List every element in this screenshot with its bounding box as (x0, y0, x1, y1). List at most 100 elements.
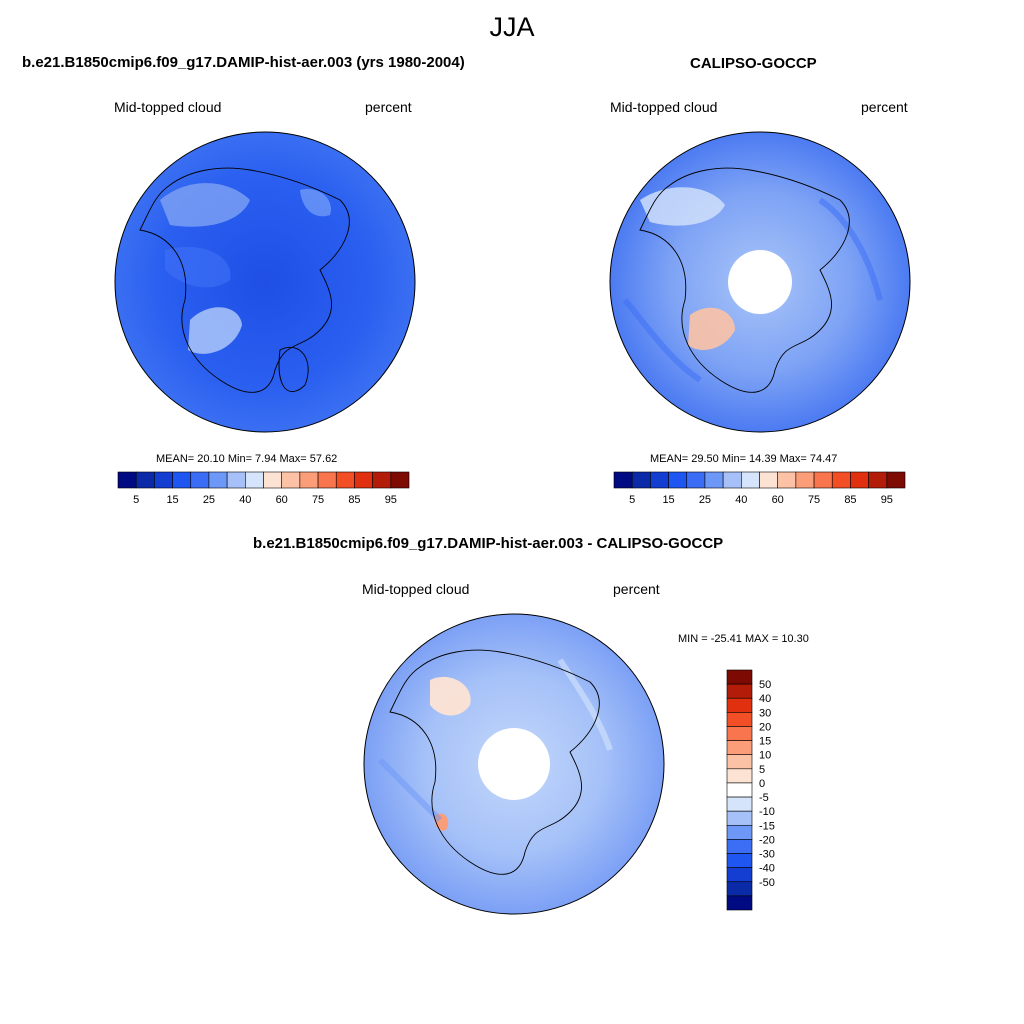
model-colorbar-box (154, 471, 173, 489)
diff-colorbar-tick-label: -30 (759, 849, 775, 861)
obs-colorbar-box (868, 471, 888, 489)
diff-colorbar-box (726, 839, 753, 854)
diff-panel-title: b.e21.B1850cmip6.f09_g17.DAMIP-hist-aer.… (253, 535, 724, 552)
diff-colorbar-tick-label: 40 (759, 693, 771, 705)
model-colorbar-box (226, 471, 246, 489)
diff-colorbar-box (726, 782, 753, 798)
figure-title: JJA (489, 12, 535, 42)
diff-colorbar-tick-label: -50 (759, 877, 775, 889)
obs-colorbar: 5 15 25 40 60 75 85 95 (613, 471, 906, 506)
diff-stats: MIN = -25.41 MAX = 10.30 (678, 633, 809, 645)
obs-panel-title: CALIPSO-GOCCP (690, 55, 817, 72)
model-colorbar-box (135, 471, 155, 489)
model-units-label: percent (365, 99, 412, 115)
obs-stats: MEAN= 29.50 Min= 14.39 Max= 74.47 (650, 453, 838, 465)
diff-polar-map (363, 613, 665, 915)
diff-colorbar-tick-label: -15 (759, 820, 775, 832)
obs-colorbar-tick-label: 15 (662, 494, 674, 506)
diff-colorbar-box (726, 810, 753, 826)
obs-colorbar-box (795, 471, 815, 489)
diff-colorbar-box (726, 740, 753, 756)
model-stats: MEAN= 20.10 Min= 7.94 Max= 57.62 (156, 453, 338, 465)
diff-colorbar-box (726, 726, 753, 741)
model-colorbar-box (390, 471, 410, 489)
model-polar-map (114, 131, 416, 433)
diff-colorbar-box (726, 768, 753, 784)
diff-variable-label: Mid-topped cloud (362, 581, 470, 597)
diff-colorbar-tick-label: 10 (759, 750, 771, 762)
diff-colorbar-tick-label: 0 (759, 778, 765, 790)
model-colorbar-tick-label: 95 (385, 494, 397, 506)
obs-colorbar-tick-label: 40 (735, 494, 747, 506)
model-panel-title: b.e21.B1850cmip6.f09_g17.DAMIP-hist-aer.… (22, 54, 465, 71)
obs-colorbar-tick-label: 25 (699, 494, 711, 506)
obs-colorbar-box (704, 471, 724, 489)
obs-colorbar-box (722, 471, 742, 489)
obs-colorbar-box (631, 471, 651, 489)
diff-colorbar-tick-label: 5 (759, 764, 765, 776)
diff-colorbar-tick-label: 30 (759, 707, 771, 719)
model-colorbar-tick-label: 25 (203, 494, 215, 506)
diff-colorbar-box (726, 712, 753, 727)
diff-colorbar-box (726, 669, 753, 685)
obs-colorbar-tick-label: 5 (629, 494, 635, 506)
obs-units-label: percent (861, 99, 908, 115)
model-colorbar-box (317, 471, 337, 489)
obs-colorbar-box (777, 471, 797, 489)
obs-colorbar-box (813, 471, 833, 489)
diff-colorbar-tick-label: -5 (759, 792, 769, 804)
diff-colorbar-box (726, 824, 753, 840)
obs-colorbar-tick-label: 95 (881, 494, 893, 506)
diff-colorbar-tick-label: 20 (759, 721, 771, 733)
obs-colorbar-box (831, 471, 851, 489)
model-colorbar-box (172, 471, 192, 489)
diff-colorbar-tick-label: -20 (759, 834, 775, 846)
model-colorbar-tick-label: 75 (312, 494, 324, 506)
diff-colorbar-box (726, 895, 753, 911)
obs-variable-label: Mid-topped cloud (610, 99, 718, 115)
model-colorbar-tick-label: 15 (166, 494, 178, 506)
obs-polar-map (609, 131, 911, 433)
model-colorbar-tick-label: 85 (348, 494, 360, 506)
diff-colorbar-tick-label: 15 (759, 736, 771, 748)
diff-colorbar-tick-label: 50 (759, 679, 771, 691)
diff-colorbar-tick-label: -40 (759, 863, 775, 875)
model-colorbar-box (117, 471, 137, 489)
obs-colorbar-tick-label: 75 (808, 494, 820, 506)
diff-colorbar-box (726, 697, 753, 713)
obs-colorbar-box (741, 471, 760, 489)
diff-colorbar-box (726, 853, 753, 868)
obs-colorbar-box (850, 471, 869, 489)
model-colorbar-box (372, 471, 392, 489)
obs-colorbar-box (686, 471, 706, 489)
model-colorbar-box (335, 471, 355, 489)
model-colorbar-box (245, 471, 264, 489)
model-colorbar-box (208, 471, 228, 489)
obs-colorbar-box (613, 471, 633, 489)
obs-colorbar-box (668, 471, 688, 489)
model-colorbar: 5 15 25 40 60 75 85 95 (117, 471, 410, 506)
model-colorbar-tick-label: 60 (276, 494, 288, 506)
diff-colorbar-box (726, 881, 753, 897)
diff-colorbar-tick-label: -10 (759, 806, 775, 818)
obs-colorbar-box (759, 471, 778, 489)
diff-colorbar-box (726, 867, 753, 883)
diff-colorbar-box (726, 754, 753, 770)
model-colorbar-box (263, 471, 282, 489)
model-colorbar-box (281, 471, 301, 489)
model-variable-label: Mid-topped cloud (114, 99, 222, 115)
model-colorbar-box (299, 471, 319, 489)
model-colorbar-tick-label: 5 (133, 494, 139, 506)
model-colorbar-box (354, 471, 373, 489)
obs-colorbar-tick-label: 60 (772, 494, 784, 506)
obs-colorbar-tick-label: 85 (844, 494, 856, 506)
model-colorbar-tick-label: 40 (239, 494, 251, 506)
obs-colorbar-box (886, 471, 906, 489)
diff-units-label: percent (613, 581, 660, 597)
obs-colorbar-box (650, 471, 669, 489)
diff-colorbar-box (726, 796, 753, 812)
diff-colorbar-box (726, 683, 753, 699)
model-colorbar-box (190, 471, 210, 489)
